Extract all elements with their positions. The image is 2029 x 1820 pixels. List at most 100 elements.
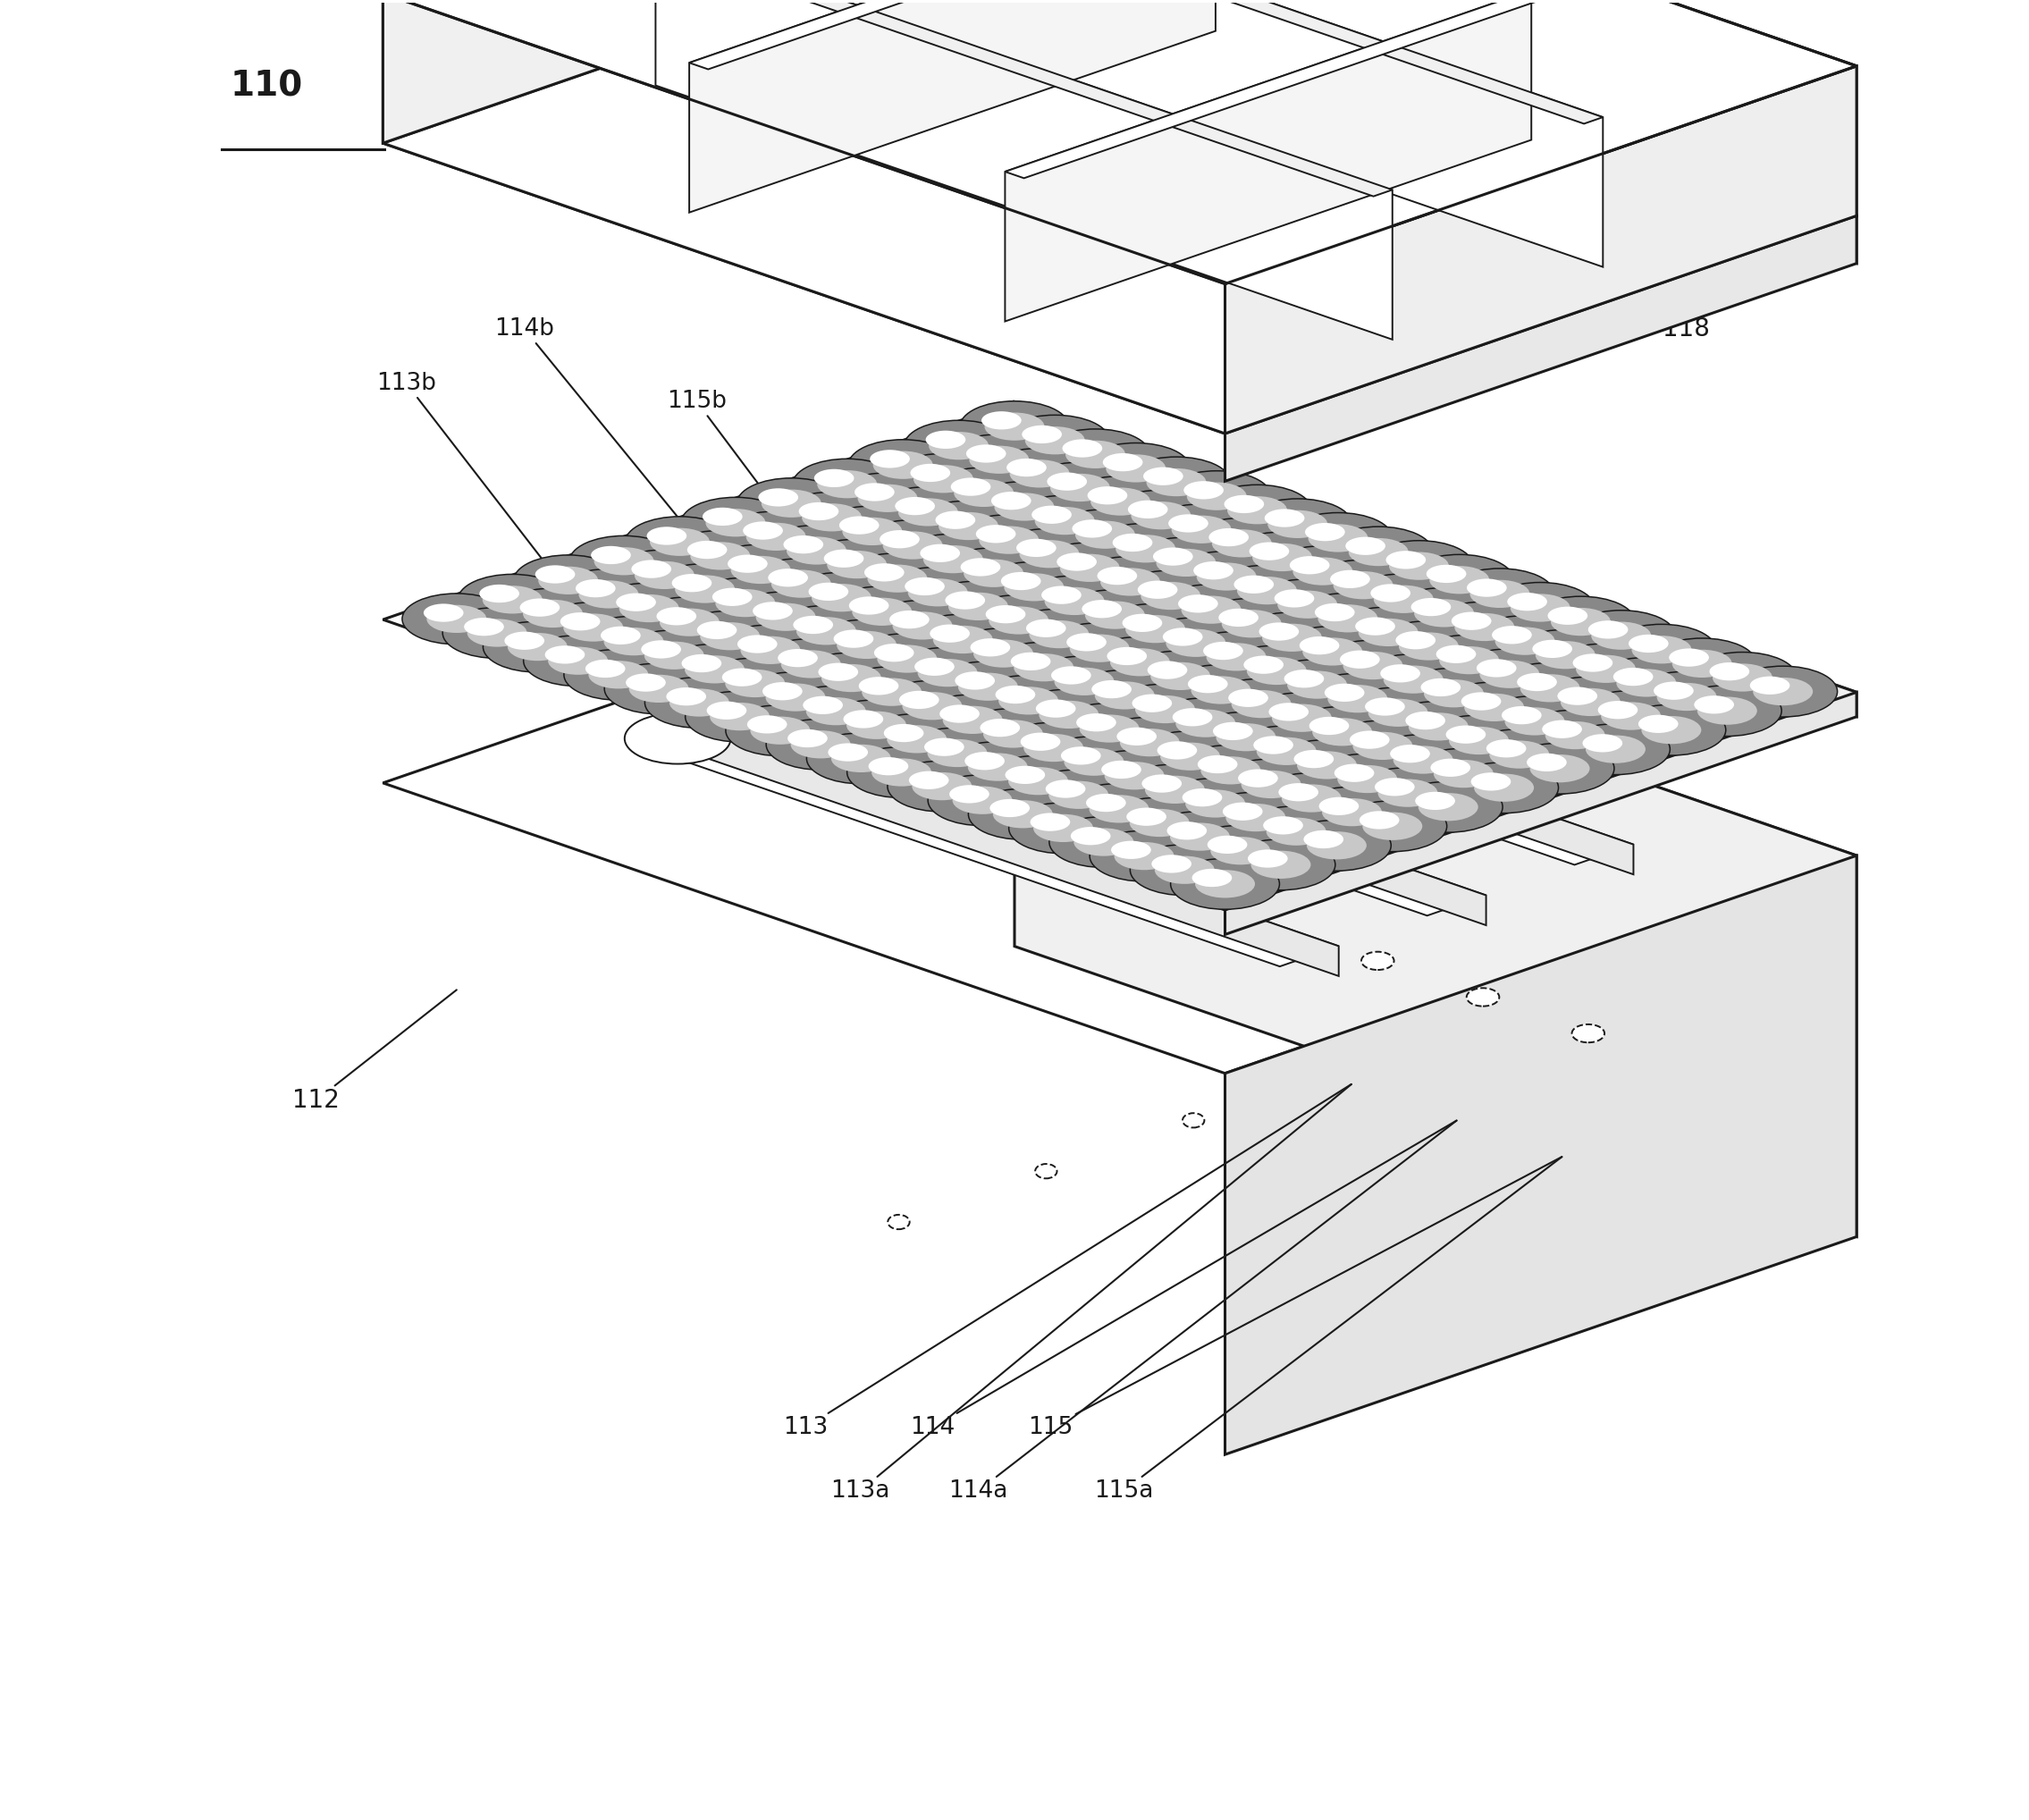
Ellipse shape bbox=[1031, 814, 1069, 832]
Ellipse shape bbox=[925, 431, 966, 450]
Ellipse shape bbox=[1414, 599, 1473, 628]
Ellipse shape bbox=[980, 562, 1088, 613]
Ellipse shape bbox=[1221, 646, 1331, 697]
Ellipse shape bbox=[1051, 510, 1161, 561]
Ellipse shape bbox=[676, 612, 785, 662]
Ellipse shape bbox=[799, 502, 838, 521]
Ellipse shape bbox=[808, 733, 915, 784]
Ellipse shape bbox=[1520, 710, 1629, 761]
Ellipse shape bbox=[1035, 542, 1144, 593]
Ellipse shape bbox=[1069, 670, 1179, 721]
Ellipse shape bbox=[672, 573, 712, 592]
Ellipse shape bbox=[954, 479, 1014, 506]
Ellipse shape bbox=[1213, 723, 1252, 741]
Ellipse shape bbox=[1010, 652, 1051, 670]
Ellipse shape bbox=[1481, 695, 1589, 746]
Text: 115a: 115a bbox=[1094, 1158, 1562, 1503]
Ellipse shape bbox=[1000, 415, 1110, 466]
Ellipse shape bbox=[988, 606, 1049, 635]
Ellipse shape bbox=[1284, 670, 1325, 688]
Ellipse shape bbox=[1167, 664, 1276, 715]
Ellipse shape bbox=[1126, 615, 1185, 642]
Ellipse shape bbox=[424, 604, 463, 622]
Ellipse shape bbox=[1213, 566, 1321, 615]
Ellipse shape bbox=[631, 561, 672, 579]
Ellipse shape bbox=[1157, 584, 1266, 635]
Ellipse shape bbox=[844, 710, 883, 728]
Ellipse shape bbox=[1173, 551, 1280, 602]
Ellipse shape bbox=[1132, 693, 1173, 712]
Ellipse shape bbox=[1319, 797, 1359, 815]
Ellipse shape bbox=[968, 753, 1027, 781]
Ellipse shape bbox=[1345, 537, 1386, 555]
Ellipse shape bbox=[818, 662, 858, 681]
Ellipse shape bbox=[1185, 824, 1295, 875]
Ellipse shape bbox=[641, 641, 682, 659]
Ellipse shape bbox=[1631, 635, 1692, 664]
Ellipse shape bbox=[848, 597, 889, 615]
Polygon shape bbox=[1014, 0, 1857, 264]
Ellipse shape bbox=[1232, 690, 1290, 719]
Ellipse shape bbox=[1591, 622, 1652, 650]
Ellipse shape bbox=[887, 724, 948, 753]
Ellipse shape bbox=[1309, 717, 1349, 735]
Ellipse shape bbox=[1187, 675, 1228, 693]
Ellipse shape bbox=[1061, 590, 1169, 641]
Ellipse shape bbox=[1323, 799, 1382, 826]
Ellipse shape bbox=[939, 511, 998, 541]
Ellipse shape bbox=[814, 470, 854, 488]
Ellipse shape bbox=[828, 743, 868, 761]
Ellipse shape bbox=[864, 564, 905, 581]
Polygon shape bbox=[690, 0, 1234, 69]
Ellipse shape bbox=[1264, 817, 1303, 834]
Ellipse shape bbox=[1071, 826, 1110, 844]
Ellipse shape bbox=[1228, 688, 1268, 706]
Ellipse shape bbox=[1122, 613, 1163, 632]
Ellipse shape bbox=[1648, 639, 1757, 690]
Ellipse shape bbox=[1041, 586, 1081, 604]
Ellipse shape bbox=[793, 459, 901, 510]
Ellipse shape bbox=[635, 597, 745, 648]
Ellipse shape bbox=[483, 586, 542, 613]
Ellipse shape bbox=[1404, 555, 1514, 606]
Ellipse shape bbox=[781, 686, 891, 737]
Ellipse shape bbox=[998, 723, 1108, 773]
Ellipse shape bbox=[1136, 732, 1244, 783]
Ellipse shape bbox=[1120, 764, 1230, 815]
Ellipse shape bbox=[722, 511, 830, 562]
Ellipse shape bbox=[1424, 679, 1483, 708]
Ellipse shape bbox=[1577, 690, 1686, 741]
Ellipse shape bbox=[1232, 726, 1341, 777]
Ellipse shape bbox=[846, 712, 907, 739]
Ellipse shape bbox=[842, 517, 903, 546]
Ellipse shape bbox=[659, 644, 769, 695]
Ellipse shape bbox=[1335, 764, 1374, 783]
Ellipse shape bbox=[519, 599, 560, 617]
Ellipse shape bbox=[757, 639, 864, 690]
Ellipse shape bbox=[1418, 794, 1479, 821]
Ellipse shape bbox=[645, 677, 753, 728]
Ellipse shape bbox=[1073, 828, 1134, 855]
Ellipse shape bbox=[1284, 513, 1392, 564]
Ellipse shape bbox=[1303, 637, 1361, 666]
Ellipse shape bbox=[467, 619, 528, 646]
Ellipse shape bbox=[1258, 622, 1299, 641]
Ellipse shape bbox=[1045, 588, 1104, 615]
Ellipse shape bbox=[536, 566, 574, 584]
Ellipse shape bbox=[872, 759, 931, 786]
Ellipse shape bbox=[824, 550, 864, 568]
Ellipse shape bbox=[426, 604, 487, 633]
Ellipse shape bbox=[442, 608, 552, 659]
Ellipse shape bbox=[1303, 830, 1343, 848]
Ellipse shape bbox=[1495, 628, 1554, 655]
Ellipse shape bbox=[806, 697, 866, 724]
Ellipse shape bbox=[1274, 590, 1315, 608]
Ellipse shape bbox=[1613, 668, 1654, 686]
Ellipse shape bbox=[771, 662, 879, 713]
Polygon shape bbox=[1014, 0, 1857, 217]
Ellipse shape bbox=[1146, 661, 1187, 679]
Ellipse shape bbox=[939, 704, 980, 723]
Ellipse shape bbox=[889, 610, 929, 628]
Ellipse shape bbox=[1449, 763, 1558, 814]
Ellipse shape bbox=[1010, 460, 1069, 488]
